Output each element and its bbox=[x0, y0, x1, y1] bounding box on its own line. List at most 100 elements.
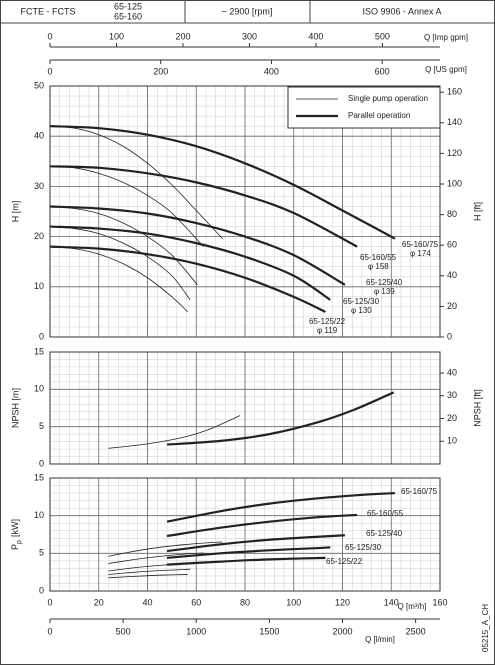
bottom-axis-tick-label: 1500 bbox=[259, 626, 279, 636]
parallel-curve bbox=[166, 556, 326, 566]
single-curve bbox=[49, 246, 188, 313]
top-axis-label: Q [US gpm] bbox=[425, 65, 467, 74]
impeller-label: φ 119 bbox=[317, 326, 338, 335]
impeller-label: φ 158 bbox=[368, 262, 389, 271]
header-standard: ISO 9906 - Annex A bbox=[362, 6, 441, 16]
y2-tick-label: 140 bbox=[447, 117, 462, 127]
y-tick-label: 15 bbox=[34, 346, 44, 356]
top-axis-tick-label: 300 bbox=[242, 31, 257, 41]
y-tick-label: 0 bbox=[39, 331, 44, 341]
sheet-code: 05215_A_CH bbox=[481, 604, 490, 652]
single-curve bbox=[49, 226, 191, 301]
parallel-curve bbox=[49, 125, 396, 240]
top-axis-tick-label: 600 bbox=[375, 66, 390, 76]
x-tick-label: 20 bbox=[94, 597, 104, 607]
single-curve bbox=[49, 206, 198, 286]
y-axis-label: NPSH [m] bbox=[10, 388, 20, 428]
curve-label: 65-160/55 bbox=[367, 509, 404, 518]
y2-tick-label: 160 bbox=[447, 87, 462, 97]
single-curve bbox=[108, 568, 191, 575]
bottom-axis-tick-label: 2000 bbox=[332, 626, 352, 636]
y-tick-label: 0 bbox=[39, 585, 44, 595]
y-tick-label: 10 bbox=[34, 384, 44, 394]
single-curve bbox=[108, 415, 241, 449]
y2-tick-label: 30 bbox=[447, 390, 457, 400]
y2-tick-label: 20 bbox=[447, 413, 457, 423]
parallel-curve bbox=[49, 245, 326, 313]
y-axis-label-part: P bbox=[10, 544, 20, 550]
single-curve bbox=[108, 552, 204, 564]
x-tick-label: 120 bbox=[335, 597, 350, 607]
parallel-curve bbox=[166, 513, 358, 538]
y-tick-label: 30 bbox=[34, 181, 44, 191]
curve-label: 65-160/75 bbox=[401, 487, 438, 496]
plot-border bbox=[49, 477, 441, 592]
legend-label: Single pump operation bbox=[348, 94, 428, 103]
top-axis-tick-label: 200 bbox=[153, 66, 168, 76]
top-axis-tick-label: 400 bbox=[308, 31, 323, 41]
curve-label: 65-125/22 bbox=[309, 317, 346, 326]
y-tick-label: 40 bbox=[34, 131, 44, 141]
parallel-curve bbox=[166, 534, 345, 553]
y2-tick-label: 80 bbox=[447, 209, 457, 219]
top-axis-tick-label: 200 bbox=[175, 31, 190, 41]
y-tick-label: 15 bbox=[34, 472, 44, 482]
header-series: FCTE - FCTS bbox=[21, 6, 76, 16]
bottom-axis-tick-label: 1000 bbox=[186, 626, 206, 636]
parallel-curve bbox=[49, 165, 358, 248]
single-curve bbox=[108, 574, 188, 579]
parallel-curve bbox=[49, 205, 346, 286]
bottom-axis-tick-label: 2500 bbox=[406, 626, 426, 636]
y2-tick-label: 0 bbox=[447, 331, 452, 341]
single-curve bbox=[49, 125, 223, 239]
bottom-axis-label: Q [l/min] bbox=[365, 635, 395, 644]
curve-label: 65-160/55 bbox=[360, 253, 397, 262]
y2-tick-label: 20 bbox=[447, 301, 457, 311]
top-axis-label: Q [Imp gpm] bbox=[424, 33, 468, 42]
x-tick-label: 60 bbox=[191, 597, 201, 607]
single-curve bbox=[108, 541, 223, 557]
y-tick-label: 20 bbox=[34, 231, 44, 241]
y2-tick-label: 10 bbox=[447, 436, 457, 446]
y2-tick-label: 40 bbox=[447, 270, 457, 280]
top-axis-tick-label: 100 bbox=[109, 31, 124, 41]
y2-tick-label: 40 bbox=[447, 367, 457, 377]
top-axis-tick-label: 400 bbox=[264, 66, 279, 76]
y-tick-label: 10 bbox=[34, 510, 44, 520]
impeller-label: φ 174 bbox=[410, 249, 431, 258]
header-model: 65-160 bbox=[114, 11, 142, 21]
y-axis-label-part: [kW] bbox=[10, 519, 20, 537]
impeller-label: φ 139 bbox=[374, 287, 395, 296]
y-tick-label: 10 bbox=[34, 281, 44, 291]
plot-border bbox=[49, 351, 441, 465]
y-tick-label: 5 bbox=[39, 548, 44, 558]
curve-label: 65-125/40 bbox=[366, 278, 403, 287]
y2-tick-label: 100 bbox=[447, 178, 462, 188]
x-tick-label: 160 bbox=[432, 597, 447, 607]
y2-axis-label: NPSH [ft] bbox=[472, 389, 482, 427]
legend-label: Parallel operation bbox=[348, 111, 410, 120]
y2-tick-label: 60 bbox=[447, 240, 457, 250]
top-axis-tick-label: 0 bbox=[47, 31, 52, 41]
y2-axis-label: H [ft] bbox=[472, 202, 482, 221]
y2-tick-label: 120 bbox=[447, 148, 462, 158]
top-axis-tick-label: 500 bbox=[375, 31, 390, 41]
bottom-axis-tick-label: 0 bbox=[47, 626, 52, 636]
parallel-curve bbox=[49, 225, 331, 301]
x-axis-label: Q [m³/h] bbox=[398, 602, 427, 611]
y-axis-label: Pp [kW] bbox=[10, 519, 23, 550]
parallel-curve bbox=[166, 546, 331, 559]
x-tick-label: 80 bbox=[240, 597, 250, 607]
curve-label: 65-160/75 bbox=[402, 240, 439, 249]
curve-label: 65-125/22 bbox=[326, 557, 363, 566]
impeller-label: φ 130 bbox=[351, 306, 372, 315]
y-tick-label: 50 bbox=[34, 80, 44, 90]
plot-border bbox=[49, 85, 441, 338]
curve-label: 65-125/30 bbox=[345, 543, 382, 552]
x-tick-label: 100 bbox=[286, 597, 301, 607]
header-model: 65-125 bbox=[114, 1, 142, 11]
parallel-curve bbox=[166, 391, 395, 446]
x-tick-label: 0 bbox=[47, 597, 52, 607]
y-axis-label: H [m] bbox=[10, 201, 20, 223]
